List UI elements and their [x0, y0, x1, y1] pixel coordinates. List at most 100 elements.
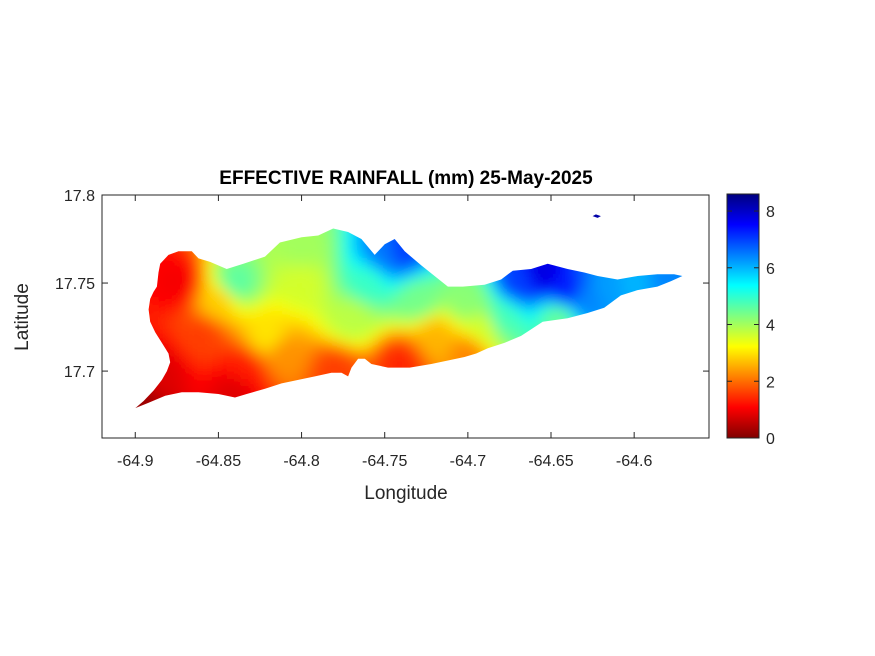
- field-cell: [548, 293, 555, 300]
- field-cell: [584, 305, 591, 312]
- field-cell: [158, 281, 165, 288]
- field-cell: [188, 377, 195, 384]
- field-cell: [344, 281, 351, 288]
- field-cell: [278, 365, 285, 372]
- field-cell: [422, 287, 429, 294]
- x-axis-label: Longitude: [364, 483, 447, 504]
- field-cell: [392, 335, 399, 342]
- field-cell: [392, 341, 399, 348]
- field-cell: [404, 299, 411, 306]
- field-cell: [392, 281, 399, 288]
- field-cell: [194, 281, 201, 288]
- field-cell: [182, 329, 189, 336]
- field-cell: [236, 383, 243, 390]
- field-cell: [320, 305, 327, 312]
- field-cell: [470, 299, 477, 306]
- field-cell: [476, 305, 483, 312]
- field-cell: [602, 299, 609, 306]
- field-cell: [530, 317, 537, 324]
- field-cell: [344, 251, 351, 258]
- field-cell: [224, 347, 231, 354]
- field-cell: [458, 299, 465, 306]
- field-cell: [308, 269, 315, 276]
- field-cell: [206, 293, 213, 300]
- field-cell: [500, 299, 507, 306]
- field-cell: [590, 299, 597, 306]
- field-cell: [308, 335, 315, 342]
- field-cell: [356, 323, 363, 330]
- field-cell: [368, 317, 375, 324]
- field-cell: [314, 347, 321, 354]
- field-cell: [506, 293, 513, 300]
- field-cell: [182, 383, 189, 390]
- field-cell: [158, 263, 165, 270]
- field-cell: [320, 347, 327, 354]
- field-cell: [362, 251, 369, 258]
- field-cell: [338, 317, 345, 324]
- field-cell: [194, 257, 201, 264]
- field-cell: [338, 335, 345, 342]
- field-cell: [242, 311, 249, 318]
- field-cell: [338, 245, 345, 252]
- field-cell: [368, 257, 375, 264]
- field-cell: [548, 263, 555, 270]
- field-cell: [416, 359, 423, 366]
- field-cell: [524, 305, 531, 312]
- field-cell: [254, 305, 261, 312]
- field-cell: [152, 311, 159, 318]
- field-cell: [530, 287, 537, 294]
- colorbar-scale: [726, 193, 760, 439]
- field-cell: [260, 311, 267, 318]
- field-cell: [284, 359, 291, 366]
- field-cell: [392, 275, 399, 282]
- field-cell: [350, 353, 357, 360]
- field-cell: [668, 275, 675, 282]
- field-cell: [326, 359, 333, 366]
- field-cell: [524, 311, 531, 318]
- field-cell: [212, 383, 219, 390]
- field-cell: [308, 263, 315, 270]
- field-cell: [320, 323, 327, 330]
- field-cell: [506, 287, 513, 294]
- field-cell: [416, 293, 423, 300]
- field-cell: [200, 275, 207, 282]
- field-cell: [188, 383, 195, 390]
- field-cell: [164, 305, 171, 312]
- field-cell: [218, 383, 225, 390]
- field-cell: [440, 329, 447, 336]
- field-cell: [182, 251, 189, 258]
- field-cell: [392, 287, 399, 294]
- field-cell: [290, 275, 297, 282]
- field-cell: [332, 281, 339, 288]
- field-cell: [224, 329, 231, 336]
- field-cell: [170, 341, 177, 348]
- field-cell: [152, 287, 159, 294]
- field-cell: [236, 359, 243, 366]
- field-cell: [230, 359, 237, 366]
- field-cell: [290, 317, 297, 324]
- field-cell: [344, 371, 351, 378]
- field-cell: [506, 311, 513, 318]
- field-cell: [206, 263, 213, 270]
- field-cell: [446, 347, 453, 354]
- field-cell: [470, 293, 477, 300]
- field-cell: [146, 305, 153, 312]
- field-cell: [434, 353, 441, 360]
- field-cell: [380, 257, 387, 264]
- field-cell: [290, 287, 297, 294]
- field-cell: [542, 311, 549, 318]
- field-cell: [290, 353, 297, 360]
- field-cell: [446, 329, 453, 336]
- field-cell: [344, 257, 351, 264]
- field-cell: [170, 371, 177, 378]
- field-cell: [236, 287, 243, 294]
- field-cell: [230, 323, 237, 330]
- field-cell: [398, 281, 405, 288]
- field-cell: [230, 347, 237, 354]
- field-cell: [176, 251, 183, 258]
- field-cell: [440, 293, 447, 300]
- field-cell: [434, 311, 441, 318]
- field-cell: [254, 263, 261, 270]
- field-cell: [278, 299, 285, 306]
